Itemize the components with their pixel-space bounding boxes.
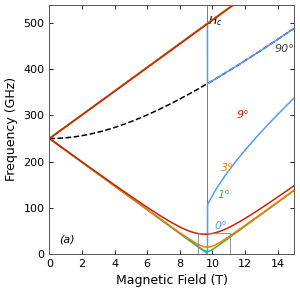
Bar [198, 233, 230, 254]
Y-axis label: Frequency (GHz): Frequency (GHz) [5, 77, 18, 181]
Text: $H_c$: $H_c$ [208, 14, 223, 28]
Text: (a): (a) [59, 234, 75, 244]
Text: 9°: 9° [237, 110, 250, 121]
Text: 90°: 90° [274, 44, 294, 54]
Text: 3°: 3° [220, 164, 233, 173]
Text: 0°: 0° [214, 221, 227, 231]
X-axis label: Magnetic Field (T): Magnetic Field (T) [116, 274, 228, 287]
Text: 1°: 1° [217, 190, 230, 200]
